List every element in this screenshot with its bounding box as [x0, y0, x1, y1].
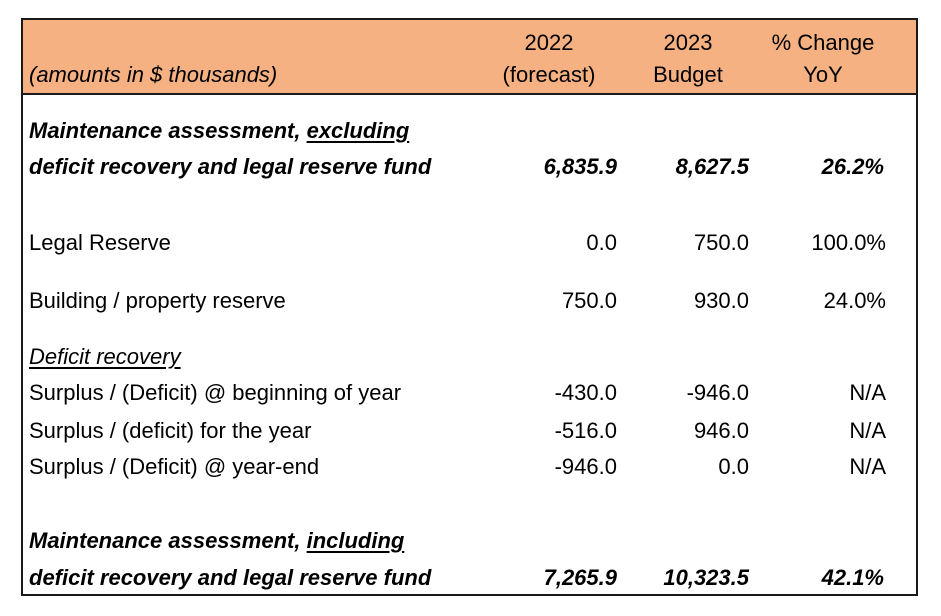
legal-reserve-label: Legal Reserve — [29, 230, 171, 255]
surplus-begin-2022: -430.0 — [554, 380, 617, 405]
surplus-year-2022: -516.0 — [554, 418, 617, 443]
excl-label-line1: Maintenance assessment, excluding — [29, 118, 409, 144]
surplus-year-change: N/A — [849, 418, 886, 443]
header-2022-line2: (forecast) — [502, 62, 596, 87]
incl-2022-value: 7,265.9 — [543, 565, 617, 590]
incl-label-underlined: including — [306, 528, 405, 553]
surplus-year-label: Surplus / (deficit) for the year — [29, 418, 312, 443]
legal-reserve-2023: 750.0 — [693, 230, 749, 255]
surplus-end-2022: -946.0 — [554, 454, 617, 479]
excl-label-line2: deficit recovery and legal reserve fund — [29, 154, 432, 179]
deficit-recovery-heading: Deficit recovery — [29, 344, 181, 369]
surplus-end-2023: 0.0 — [718, 454, 749, 479]
surplus-begin-label: Surplus / (Deficit) @ beginning of year — [29, 380, 402, 405]
excl-label-prefix: Maintenance assessment, — [29, 118, 307, 143]
incl-label-line1: Maintenance assessment, including — [29, 528, 404, 554]
surplus-begin-2023: -946.0 — [686, 380, 749, 405]
header-change-line1: % Change — [771, 30, 875, 55]
budget-table: (amounts in $ thousands) 2022 (forecast)… — [21, 18, 918, 596]
excl-2023-value: 8,627.5 — [675, 154, 749, 179]
excl-2022-value: 6,835.9 — [543, 154, 617, 179]
units-note: (amounts in $ thousands) — [29, 62, 278, 87]
incl-change-value: 42.1% — [821, 565, 884, 590]
excl-label-underlined: excluding — [306, 118, 410, 143]
header-2023-line2: Budget — [653, 62, 723, 87]
incl-label-prefix: Maintenance assessment, — [29, 528, 307, 553]
excl-change-value: 26.2% — [821, 154, 884, 179]
surplus-end-change: N/A — [849, 454, 886, 479]
header-2022-line1: 2022 — [524, 30, 574, 55]
building-reserve-change: 24.0% — [823, 288, 886, 313]
header-change-line2: YoY — [803, 62, 843, 87]
surplus-begin-change: N/A — [849, 380, 886, 405]
building-reserve-2022: 750.0 — [561, 288, 617, 313]
legal-reserve-2022: 0.0 — [586, 230, 617, 255]
surplus-year-2023: 946.0 — [693, 418, 749, 443]
surplus-end-label: Surplus / (Deficit) @ year-end — [29, 454, 320, 479]
header-2023-line1: 2023 — [663, 30, 713, 55]
table-header: (amounts in $ thousands) 2022 (forecast)… — [23, 20, 916, 95]
building-reserve-2023: 930.0 — [693, 288, 749, 313]
building-reserve-label: Building / property reserve — [29, 288, 286, 313]
legal-reserve-change: 100.0% — [811, 230, 886, 255]
incl-label-line2: deficit recovery and legal reserve fund — [29, 565, 432, 590]
incl-2023-value: 10,323.5 — [663, 565, 749, 590]
